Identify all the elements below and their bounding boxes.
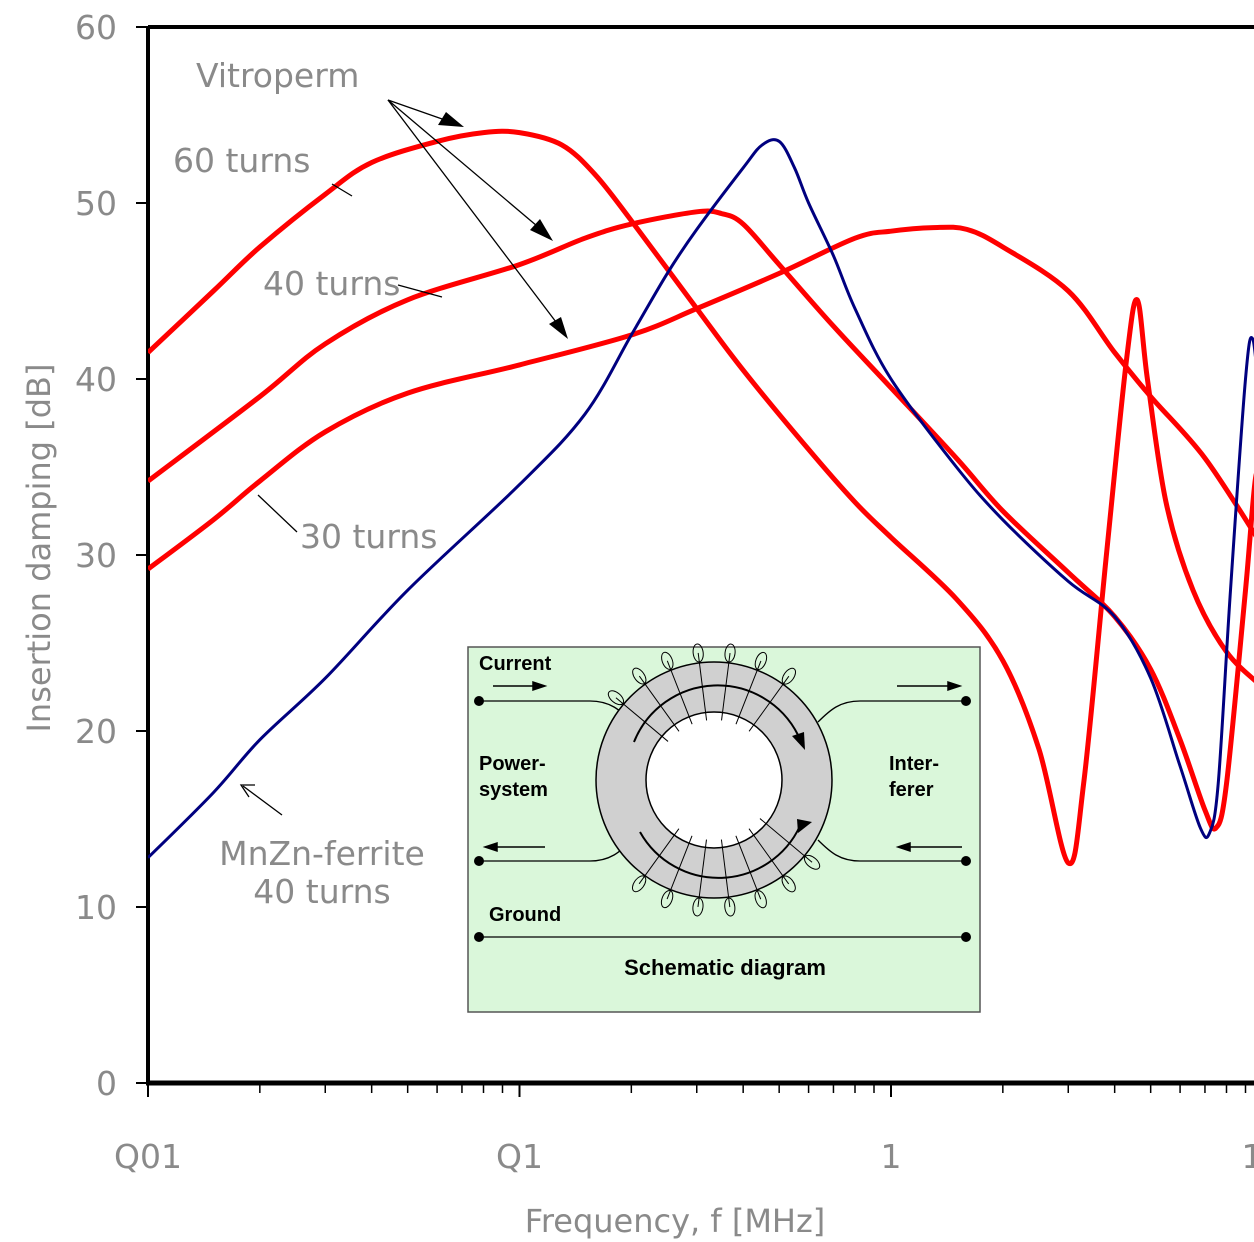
winding-loop <box>632 667 647 685</box>
winding-turn <box>666 660 693 725</box>
current-arrowhead-bottom-right <box>895 841 911 853</box>
terminal-ground-left <box>474 932 484 942</box>
annotation-30-turns: 30 turns <box>300 517 437 556</box>
winding-turn <box>748 675 790 732</box>
schematic-inset: Current Power- system Inter- ferer H Gro… <box>467 643 981 1013</box>
y-tick-label: 10 <box>75 888 117 927</box>
winding-turn <box>759 818 813 863</box>
terminal-top-left <box>474 696 484 706</box>
x-tick-label: Q01 <box>114 1137 182 1176</box>
y-tick-label: 20 <box>75 712 117 751</box>
flux-arc-top <box>633 684 799 743</box>
y-tick-label: 0 <box>96 1064 117 1103</box>
leader-mnzn <box>242 785 283 816</box>
annotation-60-turns: 60 turns <box>173 141 310 180</box>
terminal-bottom-left <box>474 856 484 866</box>
vitroperm-arrow-3 <box>387 99 557 323</box>
x-axis-title: Frequency, f [MHz] <box>525 1202 826 1240</box>
leader-40-turns <box>397 284 443 298</box>
winding-turn <box>666 835 693 900</box>
winding-loop <box>661 651 674 670</box>
wire-bottom-right <box>817 839 966 862</box>
wire-top-right <box>817 700 966 723</box>
terminal-top-right <box>961 696 971 706</box>
winding-turn <box>615 697 669 742</box>
flux-arrowhead-top <box>792 732 805 750</box>
winding-loop <box>803 854 821 870</box>
winding-loop <box>660 890 674 909</box>
terminal-ground-right <box>961 932 971 942</box>
winding-turn <box>720 839 731 908</box>
winding-loop <box>692 897 704 917</box>
toroid-outer-edge <box>595 661 833 899</box>
terminal-bottom-right <box>961 856 971 866</box>
winding-turn <box>697 839 707 908</box>
tick-labels: Q01 Q1 1 10 0 10 20 30 40 50 60 <box>75 8 1254 1176</box>
winding-loop <box>781 667 797 685</box>
annotation-40-turns: 40 turns <box>263 264 400 303</box>
annotation-mnzn-ferrite: MnZn-ferrite <box>219 834 425 873</box>
inset-terminals <box>474 696 971 942</box>
x-tick-label: Q1 <box>496 1137 543 1176</box>
x-tick-label: 1 <box>881 1137 902 1176</box>
y-tick-label: 60 <box>75 8 117 47</box>
winding-turn <box>735 835 762 900</box>
winding-loop <box>724 643 736 663</box>
winding-turn <box>638 675 680 732</box>
vitroperm-arrowhead-1 <box>438 112 464 127</box>
vitroperm-arrowhead-2 <box>530 219 553 241</box>
winding-loop <box>692 643 704 663</box>
winding-turn <box>638 828 680 885</box>
leader-mnzn-arrowhead <box>239 784 255 798</box>
series-line-3 <box>148 138 1254 859</box>
winding-loop <box>607 690 625 706</box>
y-tick-label: 50 <box>75 184 117 223</box>
inset-title: Schematic diagram <box>624 955 826 980</box>
inset-ground-label: Ground <box>489 904 561 926</box>
annotation-mnzn-40-turns: 40 turns <box>253 872 390 911</box>
flux-arrowhead-bottom <box>797 819 812 833</box>
toroid-ring <box>596 662 832 898</box>
leader-30-turns <box>257 494 298 533</box>
annotations: Vitroperm 60 turns 40 turns 30 turns MnZ… <box>173 56 568 911</box>
vitroperm-arrow-2 <box>387 99 538 227</box>
axis-ticks <box>136 26 1247 1097</box>
leader-60-turns <box>331 183 353 197</box>
inset-current-arrows <box>482 680 963 853</box>
series-group <box>148 128 1254 867</box>
current-arrowhead-bottom-left <box>482 841 498 853</box>
y-tick-label: 30 <box>75 536 117 575</box>
vitroperm-arrowhead-3 <box>549 317 568 339</box>
current-arrowhead-top-left <box>532 680 548 692</box>
winding-turn <box>697 652 708 721</box>
series-line-1 <box>148 208 1254 832</box>
y-tick-label: 40 <box>75 360 117 399</box>
winding-turn <box>748 828 790 885</box>
winding-loop <box>724 897 736 917</box>
winding-loop <box>631 875 647 893</box>
toroid-windings <box>607 643 821 917</box>
winding-loop <box>754 651 768 670</box>
y-axis-title: Insertion damping [dB] <box>20 364 58 733</box>
current-arrowhead-top-right <box>947 680 963 692</box>
inset-power-label-1: Power- <box>479 753 546 775</box>
inset-current-label: Current <box>479 653 552 675</box>
flux-arc-bottom <box>639 825 801 879</box>
winding-turn <box>735 660 762 725</box>
inset-interferer-label-2: ferer <box>889 779 934 801</box>
series-line-2 <box>148 224 1254 572</box>
winding-loop <box>754 890 767 909</box>
inset-power-label-2: system <box>479 779 548 801</box>
annotation-vitroperm: Vitroperm <box>196 56 359 95</box>
vitroperm-arrow-1 <box>387 99 446 121</box>
inset-interferer-label-1: Inter- <box>889 753 939 775</box>
winding-turn <box>721 652 731 721</box>
x-tick-label: 10 <box>1242 1137 1254 1176</box>
toroid-inner-edge <box>645 711 783 849</box>
winding-loop <box>781 875 796 893</box>
series-line-0 <box>148 128 1254 867</box>
toroid-core <box>595 661 833 899</box>
